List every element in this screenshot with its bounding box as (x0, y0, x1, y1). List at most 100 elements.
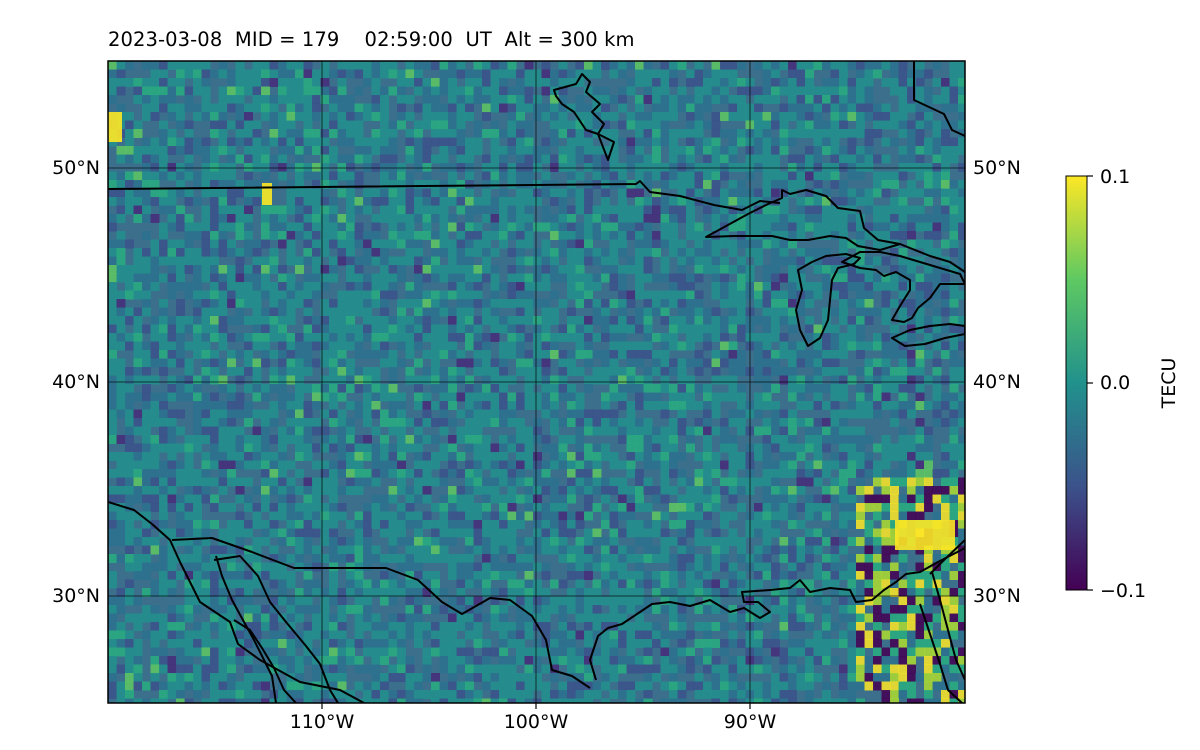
tec-cell (380, 154, 389, 164)
tec-cell (337, 443, 347, 453)
tec-cell (380, 265, 389, 274)
tec-cell (839, 222, 848, 232)
tec-cell (142, 384, 151, 393)
tec-cell (898, 384, 908, 393)
tec-cell (507, 86, 517, 96)
tec-cell (159, 392, 168, 402)
tec-cell (499, 154, 508, 164)
tec-cell (320, 239, 330, 249)
tec-cell (592, 350, 602, 359)
tec-cell (728, 282, 738, 291)
tec-cell (431, 78, 440, 87)
tec-cell (558, 248, 568, 257)
tec-cell (482, 494, 491, 504)
tec-cell (652, 120, 661, 130)
tec-cell (856, 214, 865, 223)
tec-cell (278, 341, 287, 351)
tec-cell (550, 214, 559, 223)
tec-cell (754, 146, 763, 155)
tec-cell (592, 554, 602, 563)
tec-cell (405, 231, 415, 240)
tec-cell (397, 171, 406, 181)
tec-cell (941, 392, 950, 402)
tec-cell (932, 248, 942, 257)
tec-cell (779, 180, 789, 189)
tec-cell (312, 290, 321, 300)
tec-cell (788, 367, 797, 376)
tec-cell (371, 477, 381, 487)
tec-cell (431, 503, 440, 512)
tec-cell (176, 248, 185, 257)
tec-cell (601, 197, 610, 206)
tec-cell (329, 222, 338, 232)
tec-cell (541, 154, 551, 164)
tec-cell (584, 494, 593, 504)
tec-cell (473, 197, 483, 206)
tec-cell (592, 418, 602, 427)
tec-cell (320, 503, 330, 512)
tec-cell (312, 222, 321, 232)
tec-cell (830, 554, 840, 563)
tec-cell (660, 350, 670, 359)
tec-cell (813, 205, 823, 215)
tec-cell (286, 197, 296, 206)
tec-cell (125, 197, 134, 206)
tec-cell (941, 290, 950, 300)
tec-cell (507, 69, 517, 79)
tec-cell (414, 333, 423, 342)
tec-cell (261, 435, 270, 444)
tec-cell (201, 154, 211, 164)
tec-cell (788, 273, 797, 283)
tec-cell (592, 154, 602, 164)
tec-cell (167, 341, 177, 351)
tec-cell (830, 290, 840, 300)
tec-cell (456, 256, 466, 266)
tec-cell (456, 494, 466, 504)
tec-cell (431, 256, 440, 266)
tec-cell (201, 528, 211, 538)
tec-cell (303, 171, 313, 181)
tec-cell (864, 273, 874, 283)
tec-cell (609, 579, 619, 589)
tec-cell (643, 375, 653, 385)
tec-cell (618, 460, 627, 470)
tec-cell (949, 571, 959, 580)
tec-cell (388, 375, 398, 385)
tec-cell (278, 477, 287, 487)
tec-cell (465, 95, 474, 104)
tec-cell (193, 443, 202, 453)
tec-cell (932, 316, 942, 325)
tec-cell (669, 171, 678, 181)
tec-cell (796, 307, 806, 317)
tec-cell (703, 537, 712, 546)
tec-cell (890, 197, 899, 206)
tec-cell (669, 333, 678, 342)
tec-cell (550, 579, 559, 589)
tec-cell (397, 452, 406, 461)
tec-cell (635, 137, 644, 147)
tec-cell (414, 146, 423, 155)
tec-cell (643, 265, 653, 274)
tec-cell (244, 579, 253, 589)
tec-cell (601, 256, 610, 266)
tec-cell (932, 571, 942, 580)
tec-cell (881, 401, 891, 410)
tec-cell (456, 316, 466, 325)
tec-cell (584, 469, 593, 478)
tec-cell (788, 316, 797, 325)
tec-cell (261, 205, 270, 215)
tec-cell (643, 316, 653, 325)
tec-cell (609, 384, 619, 393)
tec-cell (847, 511, 857, 521)
tec-cell (269, 333, 279, 342)
tec-cell (754, 61, 763, 70)
tec-cell (261, 214, 270, 223)
tec-cell (388, 282, 398, 291)
tec-cell (363, 503, 372, 512)
tec-cell (312, 443, 321, 453)
tec-cell (516, 154, 525, 164)
tec-cell (796, 537, 806, 546)
tec-cell (312, 214, 321, 223)
tec-cell (167, 469, 177, 478)
tec-cell (830, 426, 840, 436)
